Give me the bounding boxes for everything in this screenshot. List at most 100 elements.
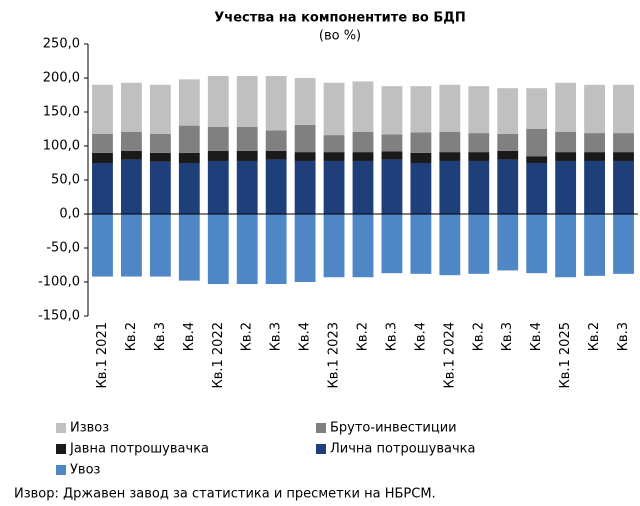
bar-segment [468,133,490,153]
y-tick-label: 0,0 [59,207,80,222]
bar-segment [265,75,287,131]
bar-segment [381,214,403,274]
bar-segment [526,88,548,129]
bar-segment [526,156,548,163]
bar-segment [468,86,490,134]
bar-segment [121,131,142,151]
bar-segment [613,152,634,161]
x-tick-label: Кв.3 [500,322,515,351]
bar-segment [121,82,142,132]
y-tick-label: 250,0 [43,37,80,52]
bar-segment [92,152,113,163]
bar-segment [121,150,142,160]
bar-segment [207,126,229,151]
bar-segment [555,131,577,153]
bar-segment [121,159,142,214]
y-tick-label: -50,0 [46,241,80,256]
bar-segment [352,160,374,214]
bar-segment [381,159,403,214]
x-tick-label: Кв.1 2021 [95,322,110,389]
chart-title: Учества на компонентите во БДП [214,11,465,26]
bar-segment [149,161,171,214]
x-tick-label: Кв.2 [471,322,486,351]
bar-segment [236,214,258,285]
bar-segment [265,159,287,214]
legend-swatch [56,465,66,475]
bar-segment [236,150,258,161]
bar-segment [497,88,519,134]
legend-swatch [316,444,326,454]
bar-segment [294,124,316,153]
y-tick-label: 150,0 [43,105,80,120]
bar-segment [92,133,113,153]
bar-segment [178,79,200,126]
legend-swatch [56,444,66,454]
bar-segment [294,78,316,125]
bar-segment [410,163,432,214]
bar-segment [178,214,200,281]
x-tick-label: Кв.2 [587,322,602,351]
bar-segment [410,132,432,153]
bar-segment [207,150,229,161]
bar-segment [323,82,345,136]
bar-segment [92,163,113,214]
bar-segment [497,159,519,214]
x-tick-label: Кв.2 [356,322,371,351]
bar-segment [555,152,577,161]
bar-segment [149,133,171,153]
bar-segment [613,214,634,274]
bar-segment [584,84,605,134]
x-tick-label: Кв.3 [384,322,399,351]
bar-segment [178,163,200,214]
bar-segment [352,152,374,161]
y-tick-label: -100,0 [38,275,80,290]
bar-segment [323,214,345,278]
bar-segment [121,214,142,277]
x-tick-label: Кв.1 2025 [558,322,573,389]
x-tick-label: Кв.1 2023 [327,322,342,389]
bar-segment [178,152,200,163]
bar-segment [468,152,490,161]
bar-segment [381,86,403,135]
x-tick-label: Кв.2 [240,322,255,351]
bar-segment [92,214,113,277]
bar-segment [207,214,229,285]
x-tick-label: Кв.4 [529,322,544,351]
bar-segment [439,131,461,153]
y-tick-label: 100,0 [43,139,80,154]
bar-segment [410,214,432,274]
bar-segment [555,160,577,214]
bar-segment [410,152,432,163]
bar-segment [352,81,374,132]
bar-segment [497,133,519,151]
bar-segment [149,214,171,277]
bar-segment [207,160,229,214]
bar-segment [352,214,374,278]
x-tick-label: Кв.1 2024 [442,322,457,389]
x-tick-label: Кв.3 [616,322,631,351]
x-tick-label: Кв.4 [298,322,313,351]
bar-segment [468,214,490,274]
bar-segment [584,160,605,214]
bar-segment [92,84,113,134]
bar-segment [265,150,287,160]
bar-segment [439,214,461,276]
bar-segment [410,86,432,133]
source-note: Извор: Државен завод за статистика и пре… [14,487,436,502]
bar-segment [352,131,374,153]
bar-segment [323,152,345,161]
bar-segment [439,160,461,214]
bar-segment [294,160,316,214]
legend-label: Бруто-инвестиции [330,421,457,436]
x-tick-label: Кв.2 [124,322,139,351]
bar-segment [584,133,605,153]
bar-segment [149,152,171,162]
bar-segment [439,152,461,161]
legend-swatch [316,423,326,433]
bar-segment [236,126,258,151]
bar-segment [236,160,258,214]
x-tick-label: Кв.4 [413,322,428,351]
bar-segment [323,135,345,153]
bar-segment [497,214,519,271]
